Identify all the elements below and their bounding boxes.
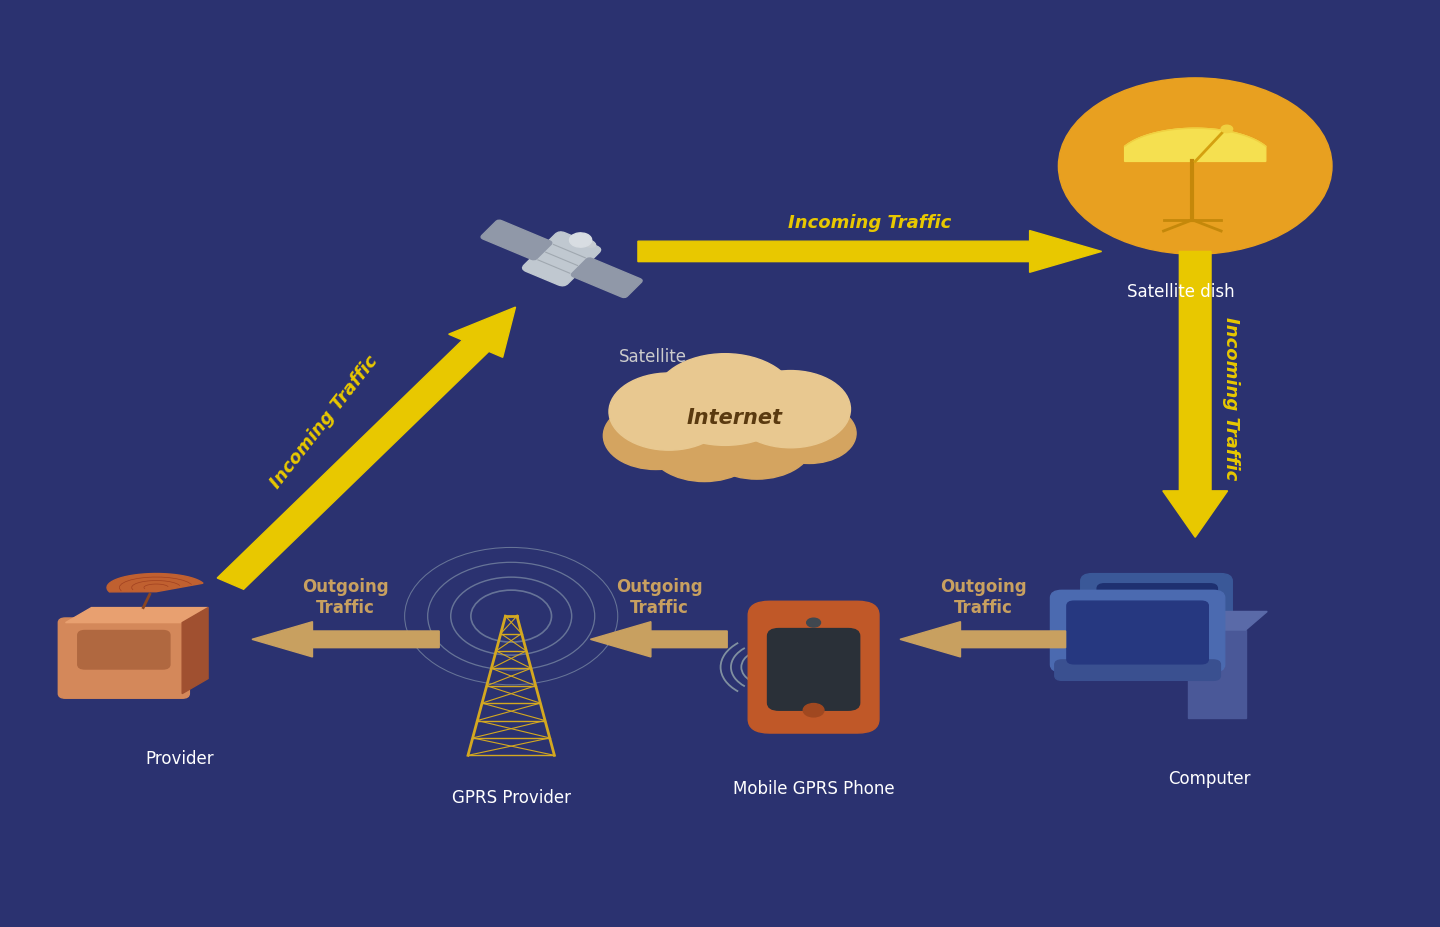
Circle shape bbox=[804, 704, 824, 717]
Circle shape bbox=[569, 234, 592, 248]
Text: Internet: Internet bbox=[687, 407, 782, 427]
Polygon shape bbox=[181, 608, 209, 693]
Circle shape bbox=[654, 354, 796, 446]
FancyBboxPatch shape bbox=[1067, 602, 1208, 664]
Circle shape bbox=[1058, 79, 1332, 255]
Polygon shape bbox=[217, 308, 516, 590]
Text: Satellite dish: Satellite dish bbox=[1128, 283, 1234, 300]
Polygon shape bbox=[252, 622, 439, 657]
FancyBboxPatch shape bbox=[1080, 574, 1233, 629]
FancyBboxPatch shape bbox=[1054, 660, 1221, 680]
Polygon shape bbox=[900, 622, 1066, 657]
FancyBboxPatch shape bbox=[768, 629, 860, 710]
Circle shape bbox=[730, 371, 851, 449]
Text: Outgoing
Traffic: Outgoing Traffic bbox=[616, 578, 703, 616]
Text: Computer: Computer bbox=[1168, 769, 1251, 787]
Text: Provider: Provider bbox=[145, 749, 215, 767]
Polygon shape bbox=[590, 622, 727, 657]
Text: Outgoing
Traffic: Outgoing Traffic bbox=[302, 578, 389, 616]
Text: Mobile GPRS Phone: Mobile GPRS Phone bbox=[733, 779, 894, 796]
Ellipse shape bbox=[576, 238, 596, 248]
FancyBboxPatch shape bbox=[572, 259, 642, 298]
Text: Satellite: Satellite bbox=[619, 348, 687, 365]
Text: GPRS Provider: GPRS Provider bbox=[452, 788, 570, 806]
FancyBboxPatch shape bbox=[749, 602, 878, 733]
Circle shape bbox=[609, 374, 729, 451]
Circle shape bbox=[603, 402, 708, 470]
FancyBboxPatch shape bbox=[1097, 584, 1217, 621]
Polygon shape bbox=[1164, 252, 1227, 538]
Polygon shape bbox=[1188, 630, 1246, 718]
Polygon shape bbox=[107, 574, 203, 592]
FancyBboxPatch shape bbox=[78, 631, 170, 669]
Circle shape bbox=[806, 618, 821, 628]
Circle shape bbox=[1221, 126, 1233, 133]
Circle shape bbox=[648, 410, 760, 482]
Polygon shape bbox=[1125, 129, 1266, 162]
FancyBboxPatch shape bbox=[58, 618, 190, 699]
Text: Outgoing
Traffic: Outgoing Traffic bbox=[940, 578, 1027, 616]
Circle shape bbox=[701, 407, 814, 479]
Text: Incoming Traffic: Incoming Traffic bbox=[788, 214, 952, 232]
Text: Incoming Traffic: Incoming Traffic bbox=[1223, 317, 1240, 480]
Text: Incoming Traffic: Incoming Traffic bbox=[266, 352, 382, 491]
FancyBboxPatch shape bbox=[481, 221, 552, 260]
Polygon shape bbox=[1188, 612, 1267, 630]
Polygon shape bbox=[66, 608, 209, 623]
FancyBboxPatch shape bbox=[1051, 590, 1224, 672]
Polygon shape bbox=[638, 232, 1102, 273]
Circle shape bbox=[763, 403, 855, 464]
FancyBboxPatch shape bbox=[523, 233, 600, 286]
